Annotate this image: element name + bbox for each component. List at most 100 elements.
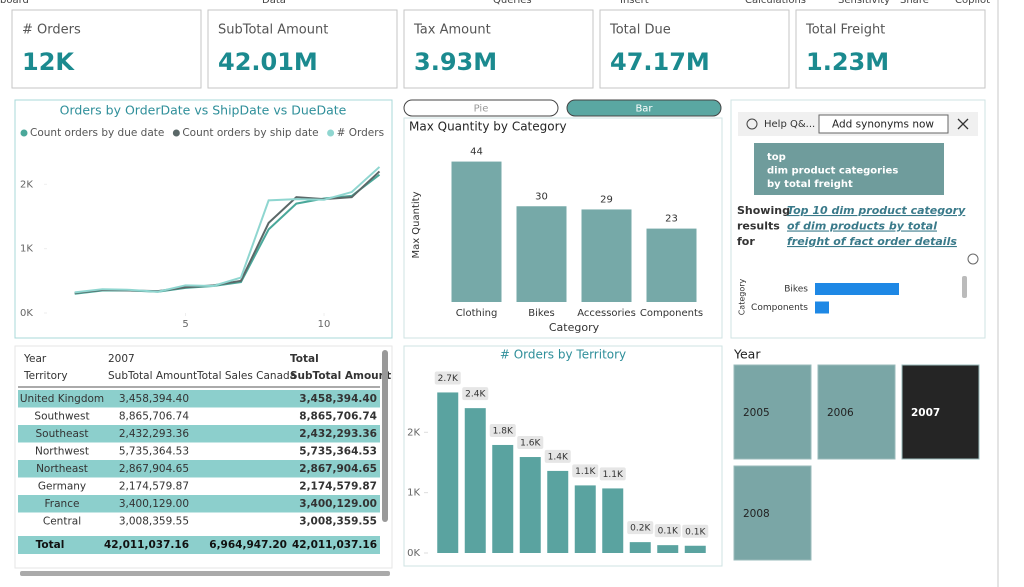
- y-tick-label: 0K: [407, 548, 420, 559]
- close-icon[interactable]: [957, 118, 969, 130]
- y-tick-label: 0K: [20, 308, 33, 319]
- qa-button[interactable]: [818, 114, 949, 134]
- table-panel: [14, 345, 393, 569]
- info-icon: [967, 253, 979, 265]
- table-cell: Germany: [38, 481, 86, 493]
- table-cell: 5,735,364.53: [299, 446, 377, 458]
- table-cell: Central: [43, 516, 81, 528]
- table-cell: 2,432,293.36: [119, 428, 189, 440]
- legend-swatch: [172, 129, 180, 137]
- qa-bar: [815, 283, 899, 295]
- bar: [464, 408, 486, 553]
- legend-swatch: [20, 129, 28, 137]
- data-label-bg: [682, 524, 709, 538]
- ribbon-tab: Data: [262, 0, 286, 6]
- table-cell: 2,174,579.87: [119, 481, 189, 493]
- scrollbar: [382, 350, 388, 522]
- x-tick-label: Accessories: [577, 308, 636, 319]
- toggle-button[interactable]: [566, 99, 722, 117]
- data-label: 44: [470, 147, 483, 158]
- bar: [657, 545, 679, 553]
- y-tick-label: 2K: [20, 179, 33, 190]
- slicer-tile[interactable]: [733, 465, 812, 561]
- y-axis-label: Max Quantity: [411, 191, 422, 258]
- data-label: 0.1K: [658, 527, 679, 537]
- kpi-value: 12K: [22, 48, 75, 76]
- data-label-bg: [627, 521, 654, 535]
- qa-result-link: Top 10 dim product category: [787, 204, 966, 217]
- bar: [629, 542, 651, 553]
- x-tick-label: 10: [318, 319, 331, 330]
- legend-label: Count orders by due date: [30, 127, 164, 139]
- data-label: 1.4K: [548, 452, 569, 462]
- table-cell: 3,400,129.00: [299, 498, 377, 510]
- toggle-button[interactable]: [403, 99, 559, 117]
- data-label-bg: [544, 449, 571, 463]
- table-total: 42,011,037.16: [104, 539, 189, 551]
- table-cell: 8,865,706.74: [119, 411, 189, 423]
- table-row-band: [18, 495, 380, 513]
- qa-category: Components: [751, 303, 808, 313]
- bar: [492, 444, 514, 553]
- kpi-label: Total Freight: [805, 23, 885, 38]
- data-label: 1.8K: [493, 426, 514, 436]
- table-cell: 3,458,394.40: [119, 393, 189, 405]
- qa-query-text: by total freight: [767, 179, 853, 190]
- table-header: 2007: [108, 353, 135, 365]
- table-cell: 8,865,706.74: [299, 411, 377, 423]
- table-cell: 2,867,904.65: [299, 463, 377, 475]
- bar: [574, 485, 596, 553]
- toggle-label: Bar: [635, 104, 653, 115]
- bar: [547, 470, 569, 553]
- table-total: 42,011,037.16: [292, 539, 377, 551]
- x-tick-label: Components: [640, 308, 703, 319]
- slicer-tile[interactable]: [817, 364, 896, 460]
- kpi-label: Tax Amount: [413, 23, 491, 38]
- ribbon-tab: Share: [900, 0, 929, 6]
- data-label-bg: [434, 371, 461, 385]
- table-cell: 5,735,364.53: [119, 446, 189, 458]
- ribbon-tab: Copilot: [955, 0, 990, 6]
- ribbon-tab: board: [0, 0, 29, 6]
- table-cell: Southeast: [36, 428, 89, 440]
- slicer-option: 2006: [827, 407, 854, 419]
- data-label-bg: [517, 436, 544, 450]
- table-header: Territory: [23, 370, 68, 382]
- y-tick-label: 1K: [20, 244, 33, 255]
- legend-swatch: [327, 129, 335, 137]
- qa-query-text: top: [767, 152, 786, 163]
- table-header: SubTotal Amount: [290, 370, 391, 382]
- bar: [646, 228, 697, 302]
- ribbon-tab: Insert: [620, 0, 649, 6]
- x-tick-label: Clothing: [456, 308, 498, 319]
- qa-help: Help Q&...: [764, 119, 815, 130]
- legend-label: # Orders: [337, 127, 384, 139]
- table-cell: United Kingdom: [20, 393, 104, 405]
- table-row-band: [18, 425, 380, 443]
- scrollbar: [962, 276, 967, 298]
- bar: [519, 457, 541, 553]
- data-label: 23: [665, 214, 678, 225]
- slicer-option: 2005: [743, 407, 770, 419]
- slicer-tile[interactable]: [733, 364, 812, 460]
- data-label: 30: [535, 191, 548, 202]
- table-header: Year: [23, 353, 47, 365]
- data-label: 1.6K: [520, 439, 541, 449]
- table-header: Total: [290, 353, 319, 365]
- data-label: 2.7K: [438, 374, 459, 384]
- qa-category: Bikes: [784, 285, 808, 295]
- kpi-card: [11, 9, 202, 89]
- table-total-band: [18, 536, 380, 554]
- kpi-label: SubTotal Amount: [218, 23, 328, 38]
- bar: [451, 161, 502, 302]
- table-header: Total Sales Canada: [196, 370, 296, 382]
- table-header: SubTotal Amount: [108, 370, 197, 382]
- qa-query: [754, 143, 944, 195]
- data-label: 29: [600, 194, 613, 205]
- slicer-option: 2008: [743, 508, 770, 520]
- toggle-label: Pie: [474, 104, 489, 115]
- chart-title: Max Quantity by Category: [409, 120, 567, 134]
- table-cell: France: [45, 498, 80, 510]
- slicer-tile[interactable]: [901, 364, 980, 460]
